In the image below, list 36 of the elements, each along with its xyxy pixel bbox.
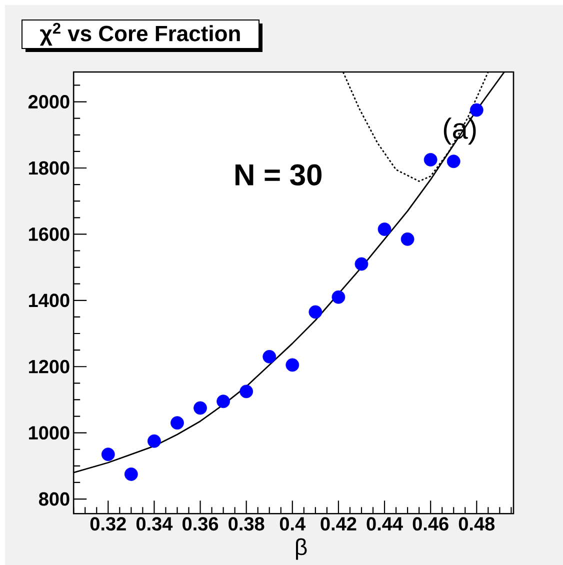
x-tick-label: 0.42 <box>320 517 356 531</box>
point <box>308 305 322 319</box>
y-tick-label: 1600 <box>29 227 70 241</box>
x-tick-label: 0.32 <box>90 517 126 531</box>
point <box>286 358 300 372</box>
point <box>194 401 207 415</box>
x-tick-label: 0.46 <box>412 517 448 531</box>
point <box>446 154 460 168</box>
point <box>354 257 368 271</box>
point <box>148 434 161 448</box>
point <box>400 232 414 246</box>
x-tick-label: 0.48 <box>458 517 495 531</box>
y-tick-label: 800 <box>38 492 70 506</box>
point <box>470 103 484 117</box>
chart-title: χ$^{2}$ vs Core Fraction <box>40 22 240 46</box>
y-tick-label: 1000 <box>29 426 70 440</box>
y-tick-label: 1800 <box>29 161 70 175</box>
point <box>424 153 438 166</box>
point <box>378 222 392 236</box>
x-tick-label: 0.4 <box>280 517 306 531</box>
y-tick-label: 2000 <box>28 95 70 109</box>
point <box>216 394 230 408</box>
point <box>101 448 115 462</box>
point <box>124 468 138 481</box>
point <box>170 416 184 430</box>
point <box>332 290 346 304</box>
x-tick-label: 0.36 <box>182 517 218 531</box>
x-tick-label: 0.34 <box>136 517 173 531</box>
point <box>240 384 254 398</box>
x-tick-label: 0.38 <box>228 517 264 531</box>
point <box>262 350 276 364</box>
y-tick-label: 1200 <box>29 360 70 374</box>
y-tick-label: 1400 <box>29 294 70 308</box>
x-tick-label: 0.44 <box>366 517 403 531</box>
x-axis-title: β <box>296 538 307 560</box>
annotation: N = 30 <box>236 164 322 186</box>
